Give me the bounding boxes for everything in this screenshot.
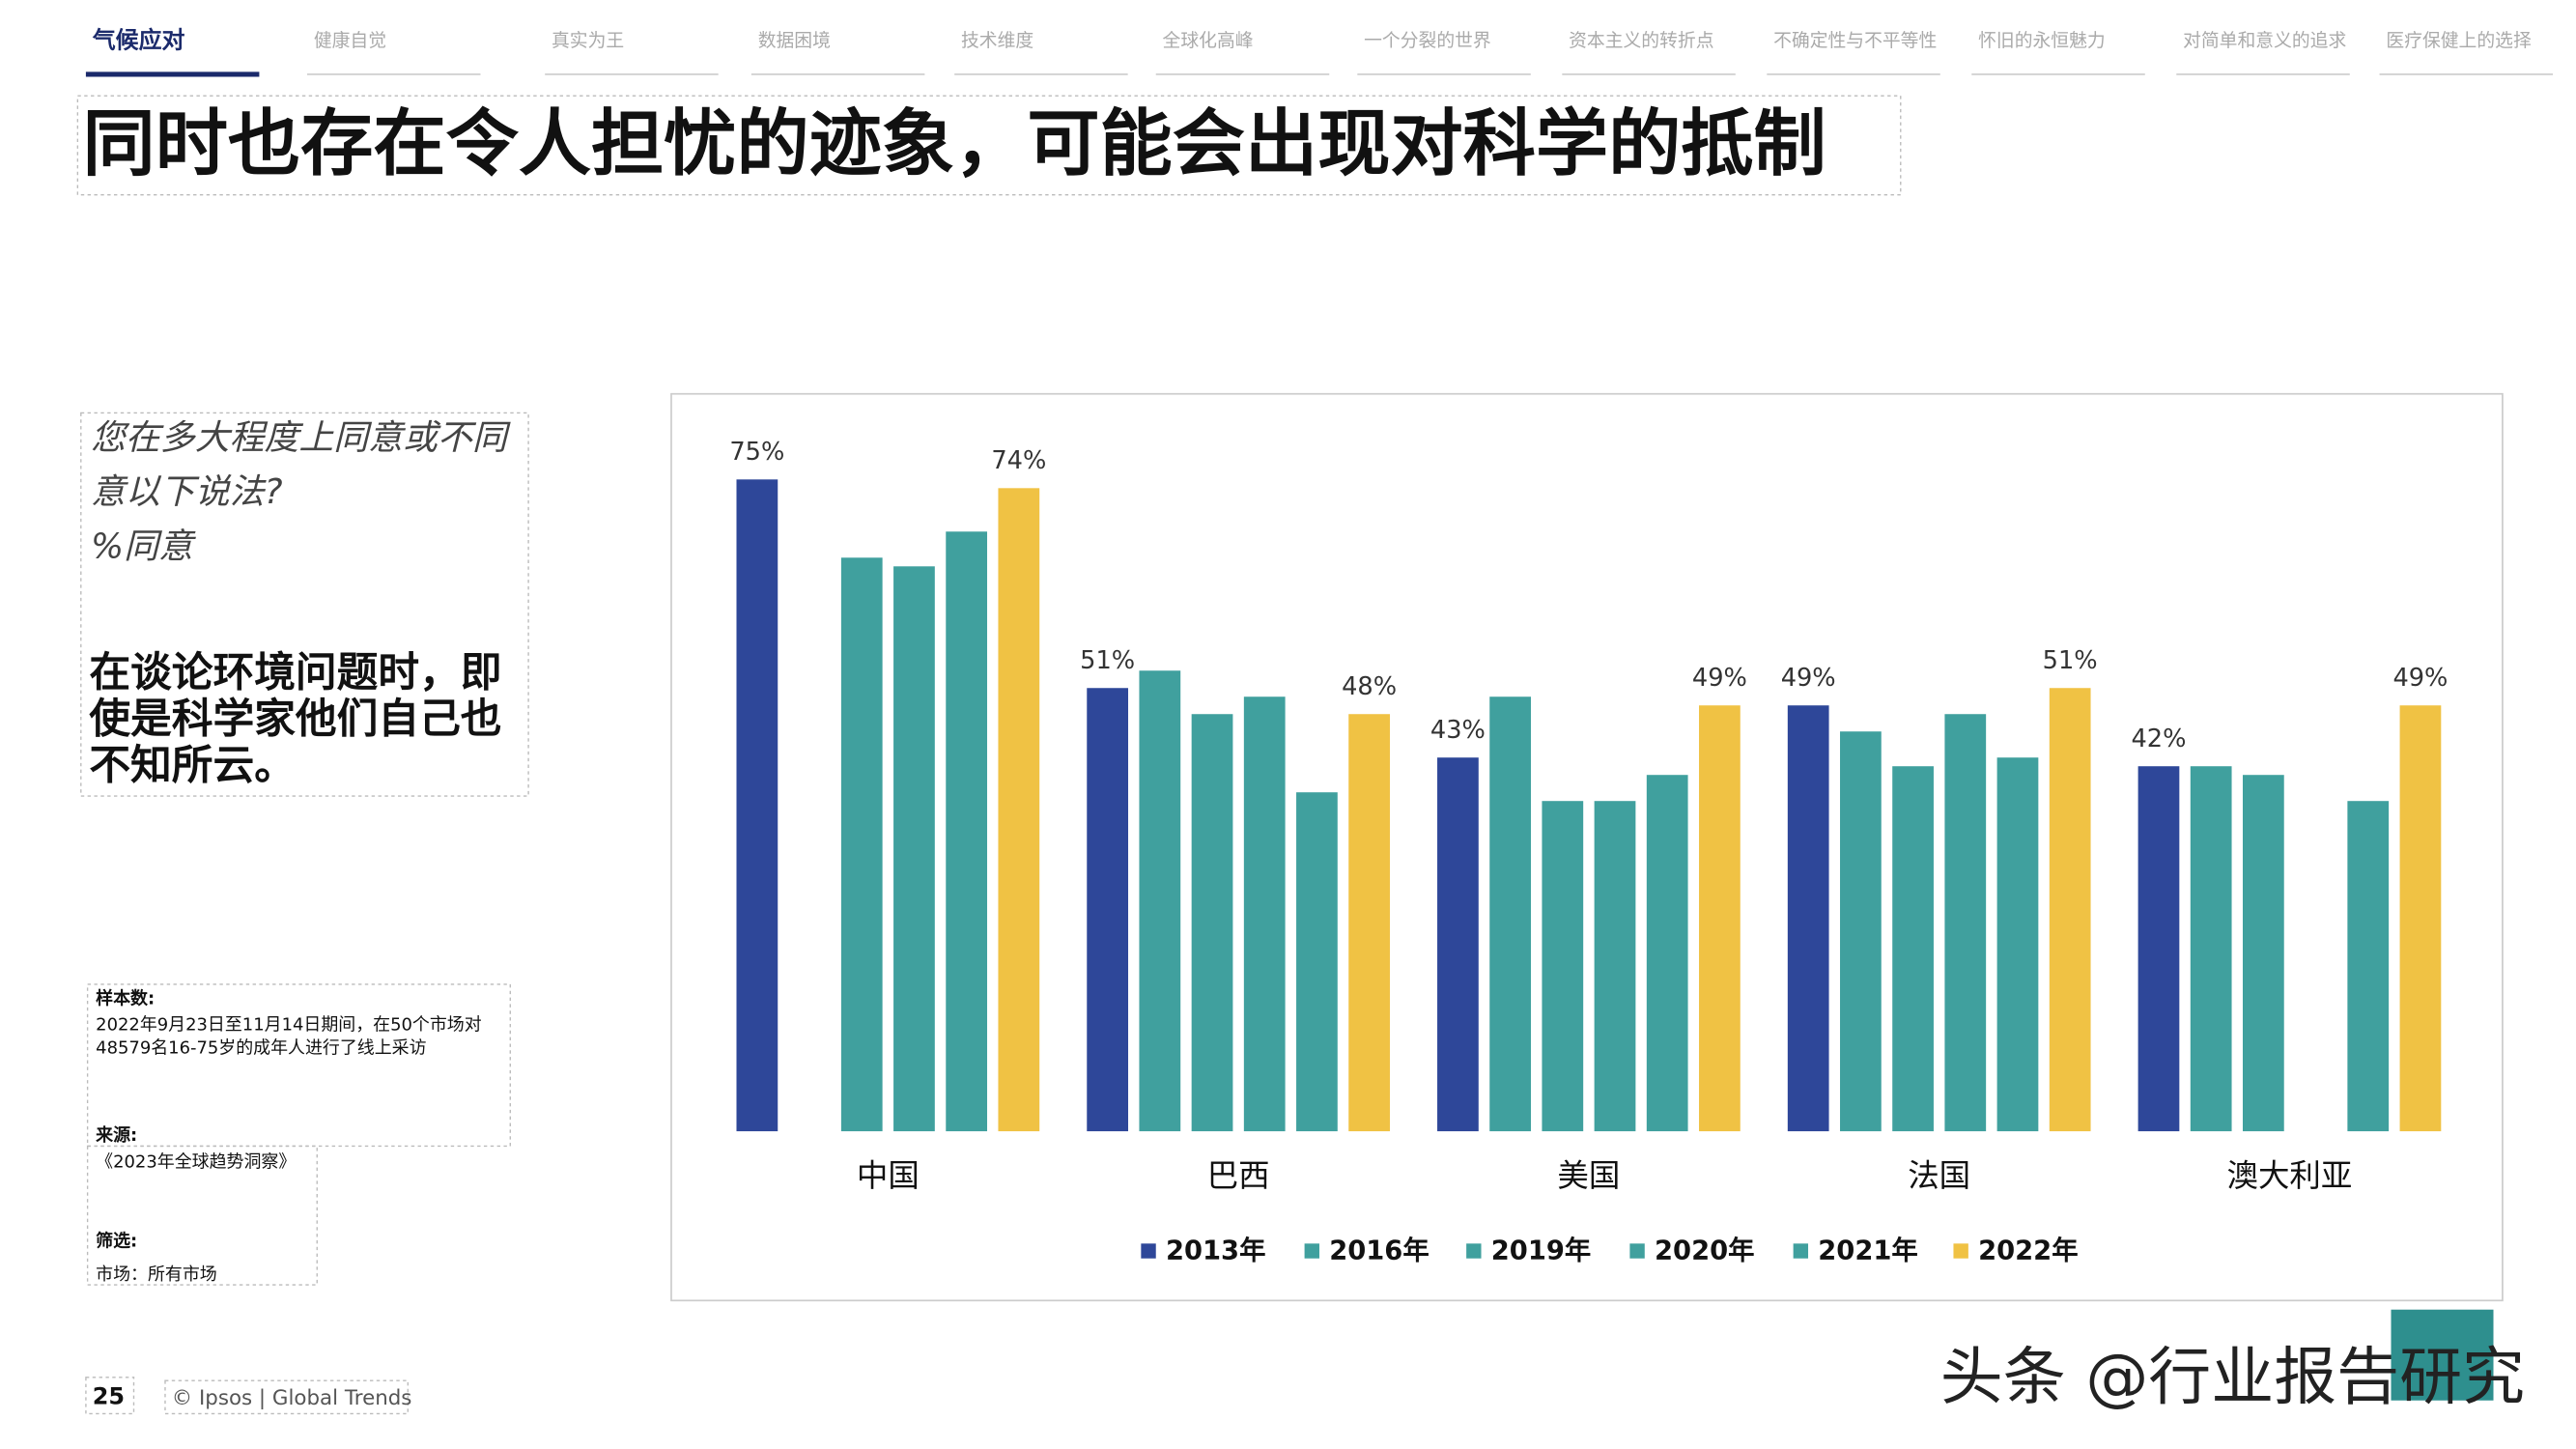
title-box: [76, 95, 1902, 196]
data-label: 49%: [1692, 664, 1747, 693]
bar: [2242, 775, 2284, 1132]
legend-swatch: [1466, 1243, 1482, 1259]
bar: [1594, 801, 1636, 1132]
legend-label: 2020年: [1655, 1235, 1754, 1265]
bar: [1437, 757, 1479, 1132]
nav-tab[interactable]: 医疗保健上的选择: [2386, 30, 2532, 51]
credit: © Ipsos | Global Trends: [172, 1386, 412, 1410]
bar: [1348, 714, 1390, 1132]
statement-text: 使是科学家他们自己也: [89, 696, 501, 744]
chart-frame: [670, 392, 2504, 1302]
legend-swatch: [1793, 1243, 1809, 1259]
bar: [2347, 801, 2390, 1132]
legend-label: 2013年: [1166, 1235, 1265, 1265]
nav-tab[interactable]: 一个分裂的世界: [1364, 30, 1491, 51]
page-number: 25: [93, 1382, 125, 1409]
data-label: 74%: [991, 446, 1046, 475]
bar: [2137, 766, 2180, 1132]
nav-tab[interactable]: 健康自觉: [314, 30, 386, 51]
page-box: [85, 1377, 135, 1415]
bar: [1892, 766, 1934, 1132]
data-label: 43%: [1430, 716, 1486, 745]
x-tick-label: 澳大利亚: [2227, 1157, 2353, 1194]
data-label: 75%: [729, 438, 784, 467]
bar: [1489, 696, 1531, 1132]
legend-swatch: [1304, 1243, 1319, 1259]
bar: [1699, 705, 1741, 1132]
slide-title: 同时也存在令人担忧的迹象，可能会出现对科学的抵制: [82, 100, 1826, 185]
legend-swatch: [1953, 1243, 1968, 1259]
note-text: 《2023年全球趋势洞察》: [96, 1152, 296, 1173]
note-text: 2022年9月23日至11月14日期间，在50个市场对: [96, 1015, 482, 1036]
notes-box: [86, 1145, 318, 1286]
bar: [2190, 766, 2232, 1132]
note-text: 48579名16-75岁的成年人进行了线上采访: [96, 1038, 426, 1059]
legend-label: 2016年: [1329, 1235, 1429, 1265]
data-label: 42%: [2131, 724, 2186, 753]
legend-label: 2021年: [1818, 1235, 1917, 1265]
bar: [1191, 714, 1233, 1132]
statement-text: 不知所云。: [89, 741, 296, 789]
x-tick-label: 巴西: [1207, 1157, 1270, 1194]
x-tick-label: 法国: [1908, 1157, 1970, 1194]
nav-tab[interactable]: 数据困境: [758, 30, 831, 51]
statement-text: 在谈论环境问题时，即: [89, 649, 501, 697]
bar: [946, 531, 988, 1132]
data-label: 51%: [1080, 646, 1135, 675]
legend-label: 2019年: [1491, 1235, 1591, 1265]
bar: [893, 566, 935, 1132]
x-tick-label: 中国: [857, 1157, 920, 1194]
question-text: 您在多大程度上同意或不同: [91, 418, 511, 458]
credit-box: [164, 1379, 409, 1415]
bar: [1944, 714, 1987, 1132]
note-label: 来源:: [95, 1124, 137, 1146]
nav-tab[interactable]: 真实为王: [552, 30, 624, 51]
bar: [1139, 670, 1181, 1132]
nav-tab[interactable]: 资本主义的转折点: [1569, 30, 1713, 51]
nav-tab[interactable]: 对简单和意义的追求: [2183, 30, 2346, 51]
bar: [1087, 688, 1129, 1132]
bar: [998, 488, 1040, 1132]
question-text: %同意: [91, 527, 196, 567]
bar: [2399, 705, 2442, 1132]
legend-swatch: [1629, 1243, 1645, 1259]
watermark: 头条 @行业报告研究: [1940, 1341, 2525, 1413]
nav-tab[interactable]: 全球化高峰: [1163, 30, 1254, 51]
bar: [1646, 775, 1688, 1132]
bar: [2049, 688, 2091, 1132]
bar: [1542, 801, 1584, 1132]
bar: [1296, 792, 1338, 1132]
note-label: 筛选:: [96, 1231, 137, 1252]
question-box: [80, 412, 529, 797]
bar: [1840, 731, 1882, 1132]
bar: [1243, 696, 1286, 1132]
legend-label: 2022年: [1978, 1235, 2078, 1265]
nav-tab[interactable]: 不确定性与不平等性: [1773, 30, 1937, 51]
nav-tab[interactable]: 怀旧的永恒魅力: [1978, 30, 2106, 51]
data-label: 49%: [2392, 664, 2448, 693]
x-tick-label: 美国: [1557, 1157, 1620, 1194]
data-label: 48%: [1342, 672, 1397, 701]
data-label: 49%: [1781, 664, 1836, 693]
logo: [2391, 1309, 2494, 1401]
data-label: 51%: [2043, 646, 2098, 675]
bar: [840, 557, 883, 1132]
bar: [1996, 757, 2039, 1132]
bar: [1787, 705, 1829, 1132]
legend-swatch: [1141, 1243, 1156, 1259]
bar: [736, 479, 778, 1132]
note-text: 市场：所有市场: [96, 1264, 217, 1285]
question-text: 意以下说法?: [91, 472, 283, 512]
nav-tab[interactable]: 气候应对: [92, 27, 185, 54]
note-label: 样本数:: [96, 987, 155, 1009]
nav-tab[interactable]: 技术维度: [961, 30, 1033, 51]
